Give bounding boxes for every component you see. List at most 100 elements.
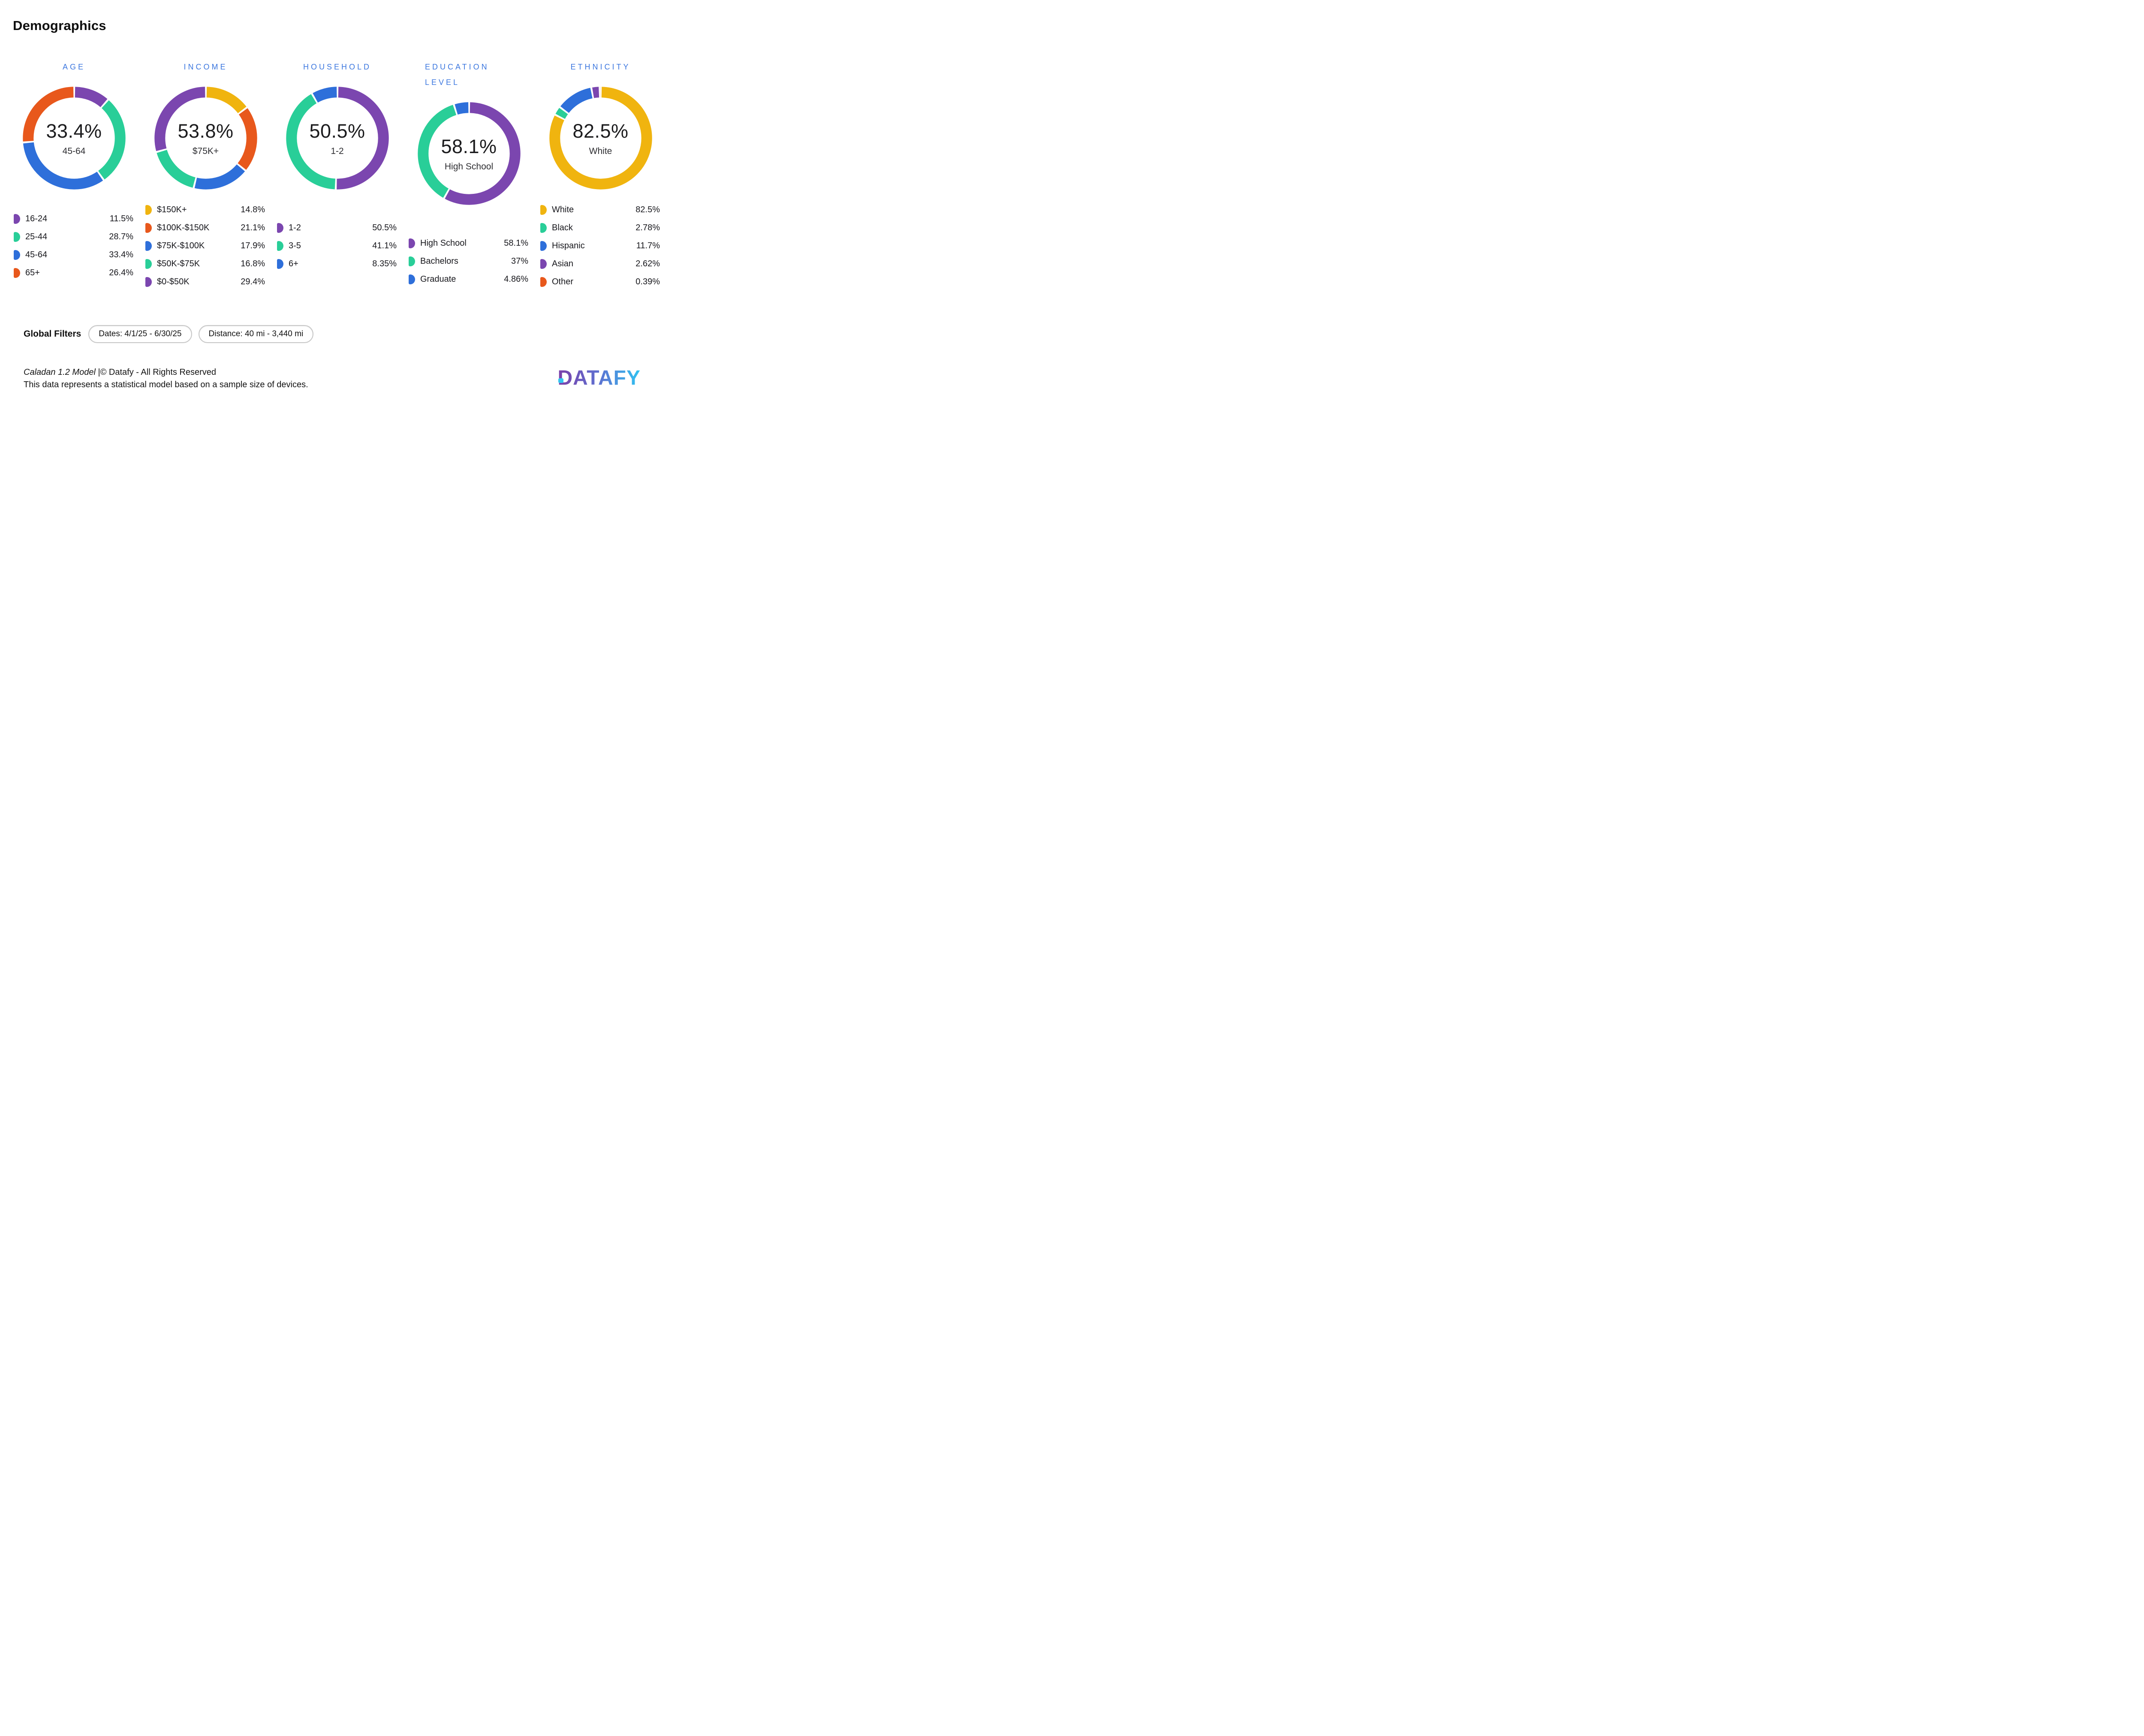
global-filters-bar: Global Filters Dates: 4/1/25 - 6/30/25 D… — [24, 325, 314, 343]
donut-center-value: 82.5% — [572, 120, 629, 142]
disclaimer-text: This data represents a statistical model… — [24, 380, 308, 389]
legend-row-asian: Asian 2.62% — [540, 259, 660, 269]
legend-label: $150K+ — [157, 205, 187, 214]
legend-value: 29.4% — [241, 277, 265, 286]
legend-row-100k-150k: $100K-$150K 21.1% — [145, 223, 265, 233]
legend-label: 45-64 — [25, 250, 48, 259]
legend-label: 16-24 — [25, 214, 48, 223]
legend-row-6: 6+ 8.35% — [277, 259, 397, 269]
donut-center-value: 53.8% — [178, 120, 234, 142]
legend-value: 50.5% — [372, 223, 397, 232]
chart-legend: White 82.5% Black 2.78% Hispanic 11.7% Asian 2.… — [539, 200, 662, 292]
legend-swatch-3-5-icon — [277, 241, 283, 251]
donut-svg — [549, 87, 652, 190]
legend-swatch-45-64-icon — [14, 250, 20, 260]
legend-value: 14.8% — [241, 205, 265, 214]
chart-income: INCOME 53.8% $75K+ $150K+ 14.8% $100K-$150… — [145, 59, 267, 307]
legend-swatch-150k-icon — [145, 205, 152, 215]
legend-label: Bachelors — [420, 256, 458, 266]
legend-swatch-0-50k-icon — [145, 277, 152, 287]
legend-swatch-1-2-icon — [277, 223, 283, 233]
dates-filter-chip[interactable]: Dates: 4/1/25 - 6/30/25 — [88, 325, 192, 343]
chart-household: HOUSEHOLD 50.5% 1-2 1-2 50.5% 3-5 41.1% 6+ 8.… — [276, 59, 398, 307]
chart-ethnicity: ETHNICITY 82.5% White White 82.5% Black 2.7… — [539, 59, 662, 307]
donut-center: 53.8% $75K+ — [148, 81, 263, 196]
legend-label: White — [552, 205, 574, 214]
legend-value: 41.1% — [372, 241, 397, 250]
legend-row-white: White 82.5% — [540, 205, 660, 215]
legend-value: 16.8% — [241, 259, 265, 268]
donut-center-label: White — [589, 146, 612, 156]
legend-swatch-6-icon — [277, 259, 283, 269]
legend-row-black: Black 2.78% — [540, 223, 660, 233]
global-filters-label: Global Filters — [24, 329, 81, 339]
chart-title: EDUCATION LEVEL — [425, 63, 489, 87]
legend-swatch-bachelors-icon — [409, 256, 415, 266]
chart-legend: $150K+ 14.8% $100K-$150K 21.1% $75K-$100K 17.… — [145, 200, 267, 292]
legend-value: 58.1% — [504, 238, 528, 248]
legend-swatch-100k-150k-icon — [145, 223, 152, 233]
distance-filter-chip[interactable]: Distance: 40 mi - 3,440 mi — [198, 325, 314, 343]
legend-row-high-school: High School 58.1% — [409, 238, 528, 248]
legend-row-bachelors: Bachelors 37% — [409, 256, 528, 266]
donut-segment-100k-150k — [154, 87, 257, 190]
donut-center-label: 1-2 — [331, 146, 344, 156]
legend-swatch-75k-100k-icon — [145, 241, 152, 251]
legend-swatch-65-icon — [14, 268, 20, 278]
legend-label: $0-$50K — [157, 277, 190, 286]
donut-svg — [22, 87, 126, 190]
donut-chart: 58.1% High School — [412, 96, 527, 211]
donut-center-value: 58.1% — [441, 135, 497, 157]
donut-center-label: High School — [444, 161, 494, 172]
legend-value: 26.4% — [109, 268, 133, 277]
copyright-text: |© Datafy - All Rights Reserved — [95, 368, 217, 377]
legend-value: 2.78% — [635, 223, 660, 232]
legend-label: 65+ — [25, 268, 40, 277]
donut-center: 33.4% 45-64 — [17, 81, 132, 196]
charts-row: AGE 33.4% 45-64 16-24 11.5% 25-44 28.7% 45-6… — [0, 59, 672, 307]
legend-label: Graduate — [420, 274, 456, 284]
donut-segment-65 — [22, 87, 126, 190]
chart-title: AGE — [62, 63, 85, 71]
donut-center-label: $75K+ — [192, 146, 219, 156]
legend-row-other: Other 0.39% — [540, 277, 660, 287]
donut-segment-75k-100k — [154, 87, 257, 190]
donut-chart: 33.4% 45-64 — [17, 81, 132, 196]
donut-segment-white — [549, 87, 652, 190]
legend-row-45-64: 45-64 33.4% — [14, 250, 133, 260]
chart-education-level: EDUCATION LEVEL 58.1% High School High S… — [408, 59, 530, 307]
legend-value: 21.1% — [241, 223, 265, 232]
legend-value: 11.7% — [636, 241, 660, 250]
legend-swatch-hispanic-icon — [540, 241, 547, 251]
legend-label: Other — [552, 277, 574, 286]
legend-swatch-asian-icon — [540, 259, 547, 269]
donut-chart: 53.8% $75K+ — [148, 81, 263, 196]
legend-label: $100K-$150K — [157, 223, 210, 232]
donut-center: 58.1% High School — [412, 96, 527, 211]
legend-swatch-high-school-icon — [409, 238, 415, 248]
donut-segment-high-school — [417, 102, 521, 205]
donut-svg — [417, 102, 521, 205]
chart-legend: 1-2 50.5% 3-5 41.1% 6+ 8.35% — [276, 200, 398, 292]
legend-label: 3-5 — [289, 241, 301, 250]
legend-row-65: 65+ 26.4% — [14, 268, 133, 278]
donut-center-label: 45-64 — [62, 146, 86, 156]
donut-center: 50.5% 1-2 — [280, 81, 395, 196]
legend-swatch-white-icon — [540, 205, 547, 215]
legend-row-hispanic: Hispanic 11.7% — [540, 241, 660, 251]
legend-swatch-graduate-icon — [409, 274, 415, 284]
chart-legend: 16-24 11.5% 25-44 28.7% 45-64 33.4% 65+ 26.4% — [13, 200, 135, 292]
legend-value: 2.62% — [635, 259, 660, 268]
legend-label: 1-2 — [289, 223, 301, 232]
chart-title: ETHNICITY — [570, 63, 631, 71]
legend-row-50k-75k: $50K-$75K 16.8% — [145, 259, 265, 269]
legend-value: 8.35% — [372, 259, 397, 268]
legend-value: 17.9% — [241, 241, 265, 250]
chart-age: AGE 33.4% 45-64 16-24 11.5% 25-44 28.7% 45-6… — [13, 59, 135, 307]
legend-label: High School — [420, 238, 467, 248]
legend-value: 0.39% — [635, 277, 660, 286]
legend-label: 6+ — [289, 259, 298, 268]
datafy-wordmark: DATAFY — [557, 367, 641, 389]
legend-label: Hispanic — [552, 241, 585, 250]
footer: Caladan 1.2 Model |© Datafy - All Rights… — [24, 366, 308, 391]
